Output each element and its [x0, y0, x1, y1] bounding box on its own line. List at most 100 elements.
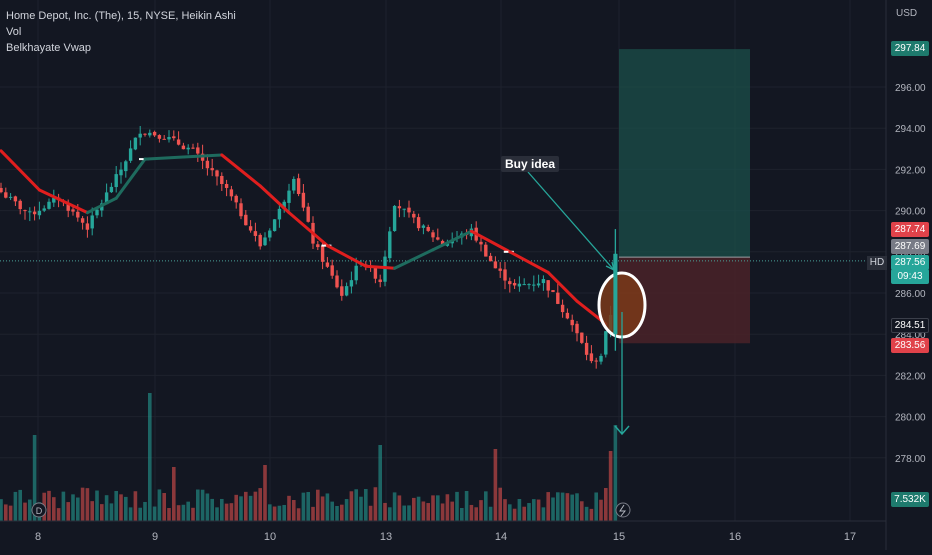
bar-countdown-tag: 09:43 [891, 269, 929, 284]
volume-bar [61, 491, 66, 521]
volume-bar [306, 492, 310, 521]
volume-bar [512, 508, 517, 521]
candle-body [95, 209, 99, 216]
volume-bar [344, 499, 349, 521]
candle-body [325, 262, 330, 267]
chart-title[interactable]: Home Depot, Inc. (The), 15, NYSE, Heikin… [6, 10, 236, 22]
candle-body [503, 269, 507, 281]
candle-body [498, 268, 502, 271]
candle-body [13, 196, 18, 202]
lightning-icon [619, 504, 627, 517]
candle-body [316, 244, 320, 248]
volume-bar [152, 506, 157, 521]
volume-bar [503, 499, 507, 521]
volume-bar [181, 504, 186, 521]
volume-bar [426, 503, 430, 521]
candle-body [407, 207, 411, 213]
volume-bar [608, 451, 613, 521]
volume-bar [431, 495, 435, 521]
volume-bar [517, 499, 522, 521]
volume-bar [388, 507, 392, 521]
candle-body [551, 290, 555, 292]
volume-bar [263, 465, 267, 521]
vwap-segment [287, 211, 329, 248]
time-tick-label: 16 [729, 531, 741, 543]
volume-bar [292, 499, 296, 521]
volume-bar [157, 489, 162, 521]
volume-bar [493, 449, 498, 521]
current-price-tag: 287.56 [891, 255, 929, 270]
candle-body [23, 210, 27, 212]
candle-body [157, 135, 162, 139]
volume-bar [392, 492, 397, 521]
volume-bar [119, 494, 123, 521]
volume-bar [594, 492, 598, 521]
volume-bar [551, 497, 555, 521]
candle-body [517, 283, 522, 287]
legend-vol[interactable]: Vol [6, 26, 22, 38]
candle-body [599, 355, 603, 362]
volume-bar [277, 505, 282, 521]
candle-body [541, 279, 546, 284]
volume-bar [253, 491, 258, 521]
volume-bar [440, 503, 445, 521]
price-tick-label: 290.00 [895, 207, 926, 218]
volume-bar [162, 493, 166, 521]
volume-bar [479, 500, 483, 521]
candle-body [52, 197, 56, 203]
volume-bar [268, 504, 272, 521]
volume-bar [128, 507, 133, 521]
price-tick-label: 294.00 [895, 124, 926, 135]
volume-bar [205, 493, 210, 521]
legend-vwap[interactable]: Belkhayate Vwap [6, 42, 91, 54]
volume-bar [210, 498, 214, 521]
volume-bar [565, 493, 570, 521]
vwap-segment [37, 188, 89, 215]
volume-bar [436, 495, 440, 521]
candle-body [128, 148, 133, 161]
candle-body [109, 186, 114, 193]
volume-bar [244, 491, 248, 521]
volume-bar [532, 499, 536, 521]
candle-body [330, 265, 334, 276]
candle-body [229, 189, 234, 197]
candle-body [114, 174, 118, 188]
vwap-segment [85, 196, 118, 215]
volume-bar [311, 506, 315, 521]
candle-body [388, 231, 392, 259]
volume-bar [100, 504, 104, 521]
currency-label[interactable]: USD [896, 8, 918, 19]
candle-body [479, 241, 483, 245]
volume-bar [325, 493, 330, 521]
candle-body [301, 192, 306, 208]
volume-bar [172, 467, 176, 521]
volume-bar [215, 507, 219, 521]
candle-body [37, 210, 42, 216]
volume-bar [330, 501, 334, 521]
vwap-segment [143, 155, 185, 161]
volume-bar [143, 501, 147, 521]
volume-bar [349, 491, 354, 521]
volume-bar [335, 505, 339, 521]
candle-body [604, 331, 608, 355]
candle-body [253, 231, 258, 236]
volume-bar [556, 492, 560, 521]
candle-body [80, 218, 85, 223]
time-tick-label: 15 [613, 531, 625, 543]
candle-body [340, 286, 344, 296]
volume-bar [47, 490, 51, 521]
buy-idea-annotation[interactable]: Buy idea [501, 156, 560, 172]
candle-body [205, 160, 210, 169]
volume-bar [536, 499, 541, 521]
vwap-segment [508, 250, 550, 274]
candle-body [119, 169, 123, 176]
volume-bar [546, 492, 550, 521]
volume-bar [52, 497, 56, 521]
candle-body [220, 175, 224, 185]
candle-body [584, 342, 589, 355]
highlight-candle-body [613, 253, 618, 335]
candle-body [527, 284, 531, 286]
